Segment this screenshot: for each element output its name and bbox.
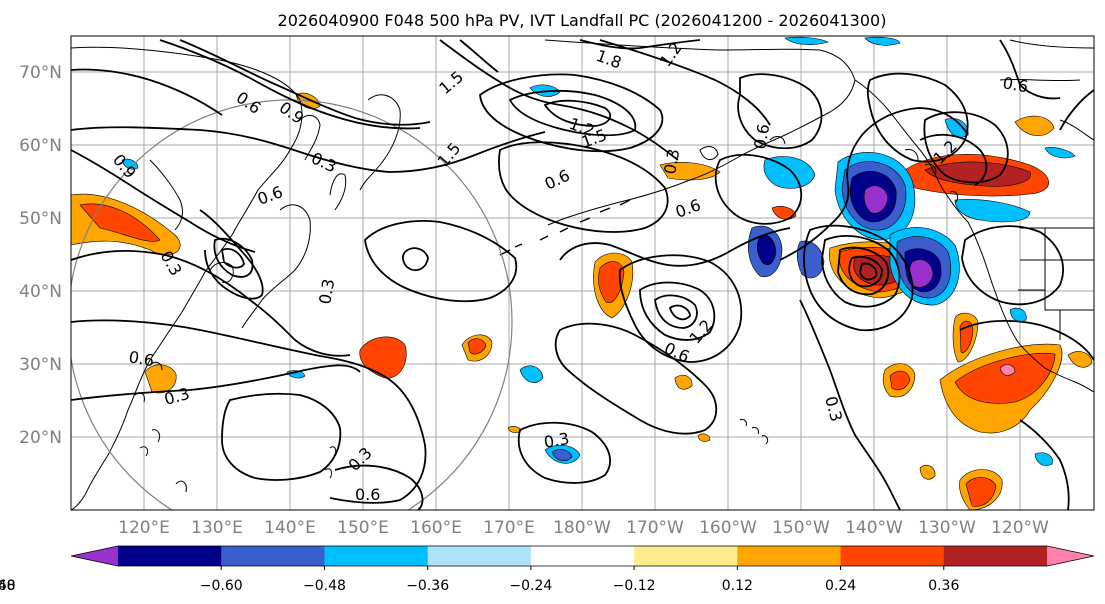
colorbar-segment	[840, 546, 945, 566]
lon-label: 130°W	[918, 518, 976, 538]
lat-label: 50°N	[19, 209, 62, 229]
colorbar-label: 0.60	[0, 578, 16, 594]
colorbar-extend-low	[71, 546, 118, 566]
colorbar-segment	[427, 546, 532, 566]
lon-label: 170°W	[626, 518, 684, 538]
ivt-positive-fills	[71, 92, 1093, 510]
contour-label: 0.6	[750, 122, 773, 150]
colorbar-label: −0.48	[303, 578, 346, 594]
map-title: 2026040900 F048 500 hPa PV, IVT Landfall…	[278, 11, 887, 30]
lon-label: 160°E	[410, 518, 462, 538]
colorbar-label: 0.48	[0, 578, 16, 594]
coastlines	[71, 39, 1094, 510]
map-panel: 1.8 1.2 1.5 0.6 0.9 1.2 1.5 0.3 1.5 0.6 …	[71, 36, 1094, 510]
lon-label: 170°E	[483, 518, 535, 538]
lon-label: 150°E	[337, 518, 389, 538]
pv-contours	[71, 39, 1094, 510]
map-frame	[70, 35, 1095, 511]
focus-region-circle	[71, 99, 513, 510]
colorbar-segment	[221, 546, 325, 566]
lat-label: 40°N	[19, 282, 62, 302]
colorbar-label: −0.12	[613, 578, 656, 594]
longitude-labels: 120°E 130°E 140°E 150°E 160°E 170°E 180°…	[118, 518, 1049, 538]
latitude-labels: 70°N 60°N 50°N 40°N 30°N 20°N	[19, 63, 62, 448]
colorbar-label: 0.24	[825, 578, 856, 594]
colorbar-segment	[943, 546, 1048, 566]
lon-label: 140°W	[845, 518, 903, 538]
colorbar-segment	[324, 546, 429, 566]
contour-label: 0.6	[1001, 73, 1029, 96]
colorbar-label: −0.60	[200, 578, 243, 594]
lon-label: 120°E	[118, 518, 170, 538]
colorbar-extend-high	[1047, 546, 1094, 566]
colorbar-label: −0.36	[406, 578, 449, 594]
lat-label: 20°N	[19, 428, 62, 448]
colorbar-segment	[737, 546, 842, 566]
lon-label: 160°W	[699, 518, 757, 538]
lon-label: 150°W	[772, 518, 830, 538]
colorbar-label: −0.24	[509, 578, 552, 594]
lat-label: 60°N	[19, 136, 62, 156]
lon-label: 140°E	[264, 518, 316, 538]
colorbar-segment	[634, 546, 738, 566]
colorbar-outline	[70, 545, 1095, 567]
contour-label: 0.3	[315, 277, 338, 305]
colorbar: −0.60 −0.48 −0.36 −0.24 −0.12 0.12 0.24 …	[0, 545, 1095, 594]
contour-label: 0.3	[542, 429, 570, 452]
colorbar-segment	[118, 546, 222, 566]
lat-label: 30°N	[19, 355, 62, 375]
lon-label: 180°W	[553, 518, 611, 538]
ivt-negative-fills	[121, 36, 1076, 466]
contour-label: 0.6	[355, 485, 380, 504]
colorbar-ticks	[220, 566, 945, 570]
colorbar-segments	[71, 546, 1094, 566]
contour-label: 0.3	[660, 147, 683, 175]
colorbar-label: 0.36	[928, 578, 959, 594]
lon-label: 120°W	[991, 518, 1049, 538]
lat-label: 70°N	[19, 63, 62, 83]
colorbar-labels: −0.60 −0.48 −0.36 −0.24 −0.12 0.12 0.24 …	[0, 578, 959, 594]
colorbar-segment	[530, 546, 635, 566]
colorbar-label: 0.12	[722, 578, 753, 594]
contour-label: 0.6	[127, 347, 155, 370]
lon-label: 130°E	[191, 518, 243, 538]
